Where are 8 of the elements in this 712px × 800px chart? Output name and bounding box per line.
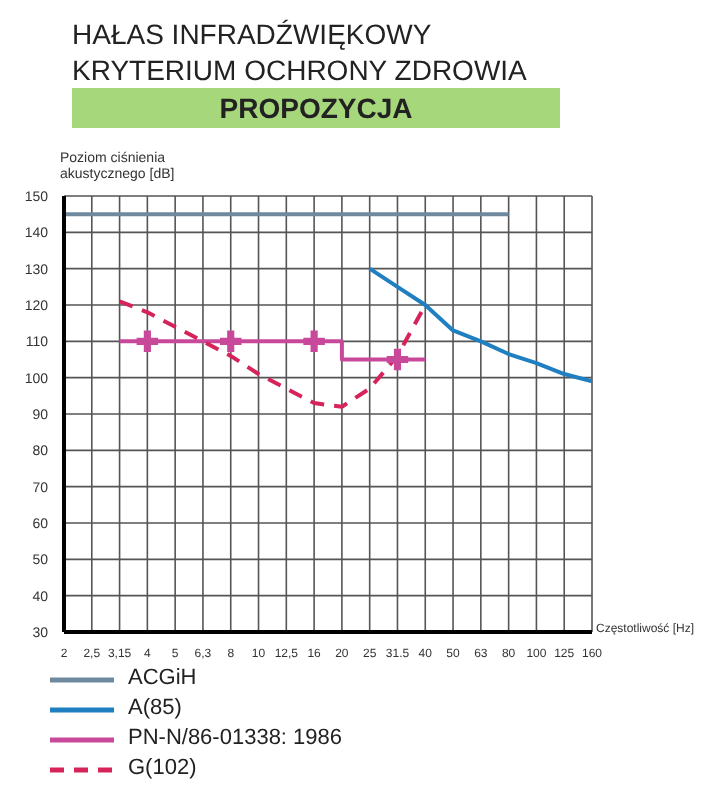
legend-label: A(85)	[128, 694, 182, 724]
line-series	[367, 266, 592, 384]
legend-label: ACGiH	[128, 664, 197, 694]
line-series	[117, 299, 428, 409]
chart-title: HAŁAS INFRADŹWIĘKOWY KRYTERIUM OCHRONY ZDROWIA	[72, 16, 529, 88]
legend-label: G(102)	[128, 754, 197, 784]
chart-subtitle: PROPOZYCJA	[72, 88, 560, 128]
legend-label: PN-N/86-01338: 1986	[128, 724, 343, 754]
